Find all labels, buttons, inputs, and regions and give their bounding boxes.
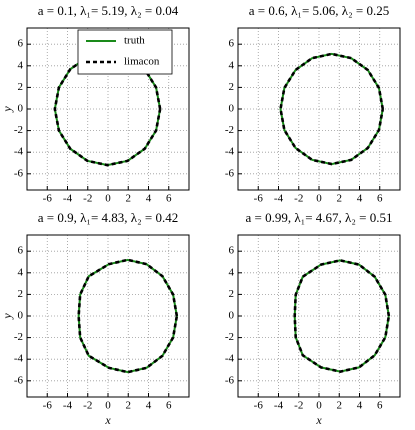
y-tick-label: 6	[229, 245, 235, 257]
x-tick-label: -2	[294, 400, 303, 412]
chart-title: a = 0.99, λ₁= 4.67, λ₂ = 0.51	[246, 210, 393, 225]
y-axis-label: y	[0, 106, 14, 113]
x-tick-label: 4	[357, 193, 363, 205]
x-tick-label: 6	[377, 400, 383, 412]
y-tick-label: 4	[229, 266, 235, 278]
y-axis-label: y	[0, 313, 14, 320]
chart-title: a = 0.1, λ₁= 5.19, λ₂ = 0.04	[38, 3, 179, 18]
axes-frame	[237, 234, 401, 398]
x-tick-label: 4	[357, 400, 363, 412]
x-tick-label: -4	[63, 193, 73, 205]
y-tick-label: -2	[14, 331, 23, 343]
y-tick-label: 0	[229, 310, 235, 322]
x-tick-label: -6	[254, 193, 264, 205]
y-tick-label: 6	[18, 38, 24, 50]
y-tick-label: 4	[229, 59, 235, 71]
x-axis-label: x	[315, 413, 322, 427]
series-line	[293, 259, 391, 373]
y-tick-label: -4	[225, 146, 235, 158]
x-tick-label: -6	[43, 400, 53, 412]
x-tick-label: 2	[337, 400, 343, 412]
x-tick-label: 6	[377, 193, 383, 205]
axes-frame	[237, 27, 401, 191]
y-tick-label: 0	[229, 103, 235, 115]
legend-label: limacon	[124, 56, 160, 68]
x-tick-label: 2	[126, 400, 132, 412]
x-tick-label: -2	[83, 400, 92, 412]
x-tick-label: 0	[316, 193, 322, 205]
legend: truth limacon	[77, 29, 173, 75]
y-tick-label: -4	[14, 353, 24, 365]
x-tick-label: -6	[254, 400, 264, 412]
axes-frame	[26, 27, 190, 191]
x-tick-label: 4	[146, 193, 152, 205]
y-tick-label: 2	[18, 81, 24, 93]
y-tick-label: -6	[225, 374, 235, 386]
x-tick-label: -4	[274, 193, 284, 205]
series-line	[77, 258, 179, 374]
legend-box	[77, 29, 173, 75]
y-tick-label: 2	[18, 288, 24, 300]
y-tick-label: 0	[18, 310, 24, 322]
y-tick-label: -6	[225, 167, 235, 179]
y-tick-label: -2	[14, 124, 23, 136]
chart-title: a = 0.6, λ₁= 5.06, λ₂ = 0.25	[249, 3, 389, 18]
x-axis-label: x	[104, 413, 111, 427]
x-tick-label: 2	[337, 193, 343, 205]
legend-label: truth	[124, 35, 145, 47]
x-tick-label: -4	[274, 400, 284, 412]
y-tick-label: 6	[229, 38, 235, 50]
y-tick-label: -2	[225, 124, 234, 136]
x-tick-label: 0	[105, 400, 111, 412]
y-tick-label: -4	[225, 353, 235, 365]
chart-title: a = 0.9, λ₁= 4.83, λ₂ = 0.42	[38, 210, 178, 225]
x-tick-label: -2	[294, 193, 303, 205]
y-tick-label: 4	[18, 266, 24, 278]
x-tick-label: 2	[126, 193, 132, 205]
y-tick-label: 4	[18, 59, 24, 71]
y-tick-label: -4	[14, 146, 24, 158]
y-tick-label: 0	[18, 103, 24, 115]
series-line	[279, 52, 385, 166]
x-tick-label: 4	[146, 400, 152, 412]
x-tick-label: -6	[43, 193, 53, 205]
x-tick-label: 6	[166, 193, 172, 205]
x-tick-label: 6	[166, 400, 172, 412]
y-tick-label: -6	[14, 167, 24, 179]
x-tick-label: 0	[105, 193, 111, 205]
y-tick-label: 2	[229, 81, 235, 93]
y-tick-label: -6	[14, 374, 24, 386]
x-tick-label: -4	[63, 400, 73, 412]
axes-frame	[26, 234, 190, 398]
x-tick-label: 0	[316, 400, 322, 412]
y-tick-label: 6	[18, 245, 24, 257]
y-tick-label: 2	[229, 288, 235, 300]
y-tick-label: -2	[225, 331, 234, 343]
x-tick-label: -2	[83, 193, 92, 205]
